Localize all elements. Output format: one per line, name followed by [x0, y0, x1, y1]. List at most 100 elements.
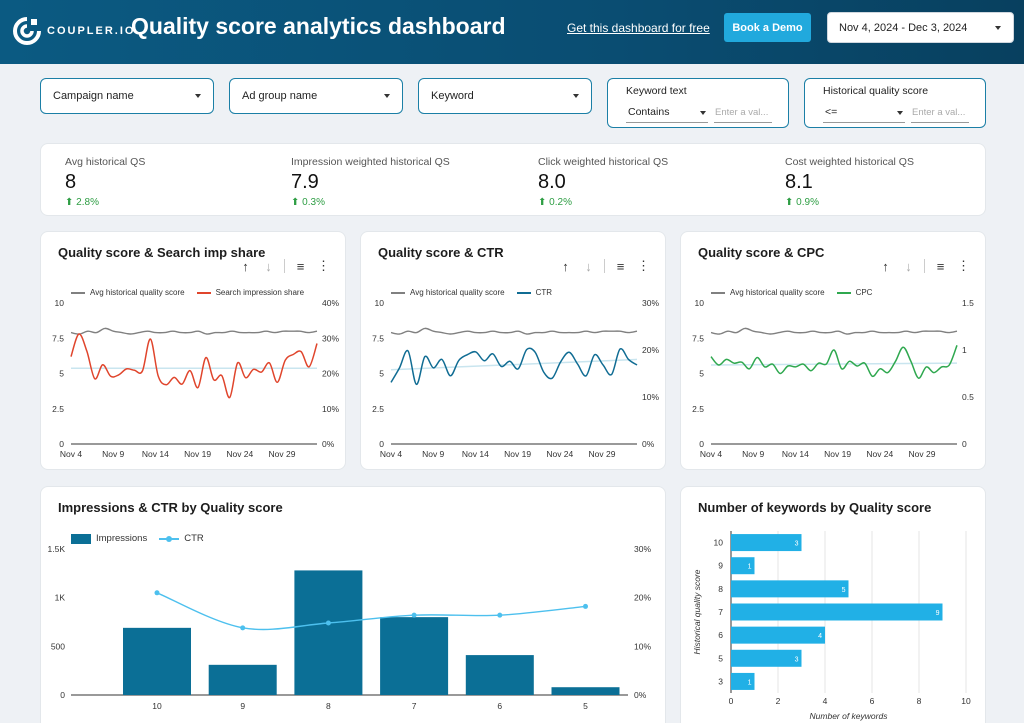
book-demo-button[interactable]: Book a Demo — [724, 13, 811, 42]
chart-title: Quality score & CPC — [698, 245, 825, 260]
arrow-down-icon[interactable]: ↓ — [585, 258, 592, 274]
ctr-point — [583, 603, 588, 609]
kpi-value: 8.0 — [538, 171, 566, 193]
kpi-scorecard: Avg historical QS 8 ⬆ 2.8% Impression we… — [40, 143, 986, 216]
keyword-text-filter: Keyword text Contains Enter a val... — [607, 78, 789, 128]
keywords-bar — [731, 649, 802, 667]
y-tick-label: 9 — [718, 561, 723, 571]
more-vert-icon[interactable]: ⋮ — [317, 258, 330, 273]
y-left-tick-label: 10 — [375, 298, 385, 308]
kpi-value: 7.9 — [291, 171, 319, 193]
chevron-down-icon — [384, 94, 390, 98]
historical-qs-operator-select[interactable]: <= — [823, 105, 905, 123]
trend-up-icon: ⬆ — [65, 197, 77, 208]
keywords-bar — [731, 580, 849, 598]
keyword-filter[interactable]: Keyword — [418, 78, 592, 114]
filter-icon[interactable]: ≡ — [616, 258, 625, 274]
arrow-up-icon[interactable]: ↑ — [882, 258, 889, 274]
y-left-tick-label: 0 — [699, 439, 704, 449]
coupler-logo-icon — [13, 17, 41, 45]
kpi-label: Impression weighted historical QS — [291, 156, 450, 168]
impressions-bar — [208, 664, 277, 695]
more-vert-icon[interactable]: ⋮ — [637, 258, 650, 273]
legend-item: CPC — [836, 288, 872, 297]
hbar-chart-svg: 0 2 4 6 8 10 3 10 1 9 5 8 9 7 4 6 3 5 1 3 Number of keywords… — [692, 531, 971, 721]
x-tick-label: Nov 14 — [142, 449, 169, 459]
historical-qs-value-input[interactable]: Enter a val... — [911, 105, 969, 123]
trend-up-icon: ⬆ — [785, 197, 797, 208]
chart-toolbar: ↑ ↓ ≡ ⋮ — [874, 258, 975, 274]
keyword-text-value-input[interactable]: Enter a val... — [714, 105, 772, 123]
arrow-up-icon[interactable]: ↑ — [562, 258, 569, 274]
arrow-down-icon[interactable]: ↓ — [265, 258, 272, 274]
legend-item: CTR — [159, 533, 204, 544]
x-tick-label: Nov 29 — [909, 449, 936, 459]
line-chart-svg: 0 2.5 5 7.5 10 0 0.5 1 1.5 Nov 4 Nov 9 Nov 14 Nov 19… — [692, 298, 974, 459]
x-tick-label: Nov 14 — [782, 449, 809, 459]
impressions-bar — [551, 687, 620, 695]
ctr-point — [411, 612, 417, 618]
more-vert-icon[interactable]: ⋮ — [957, 258, 970, 273]
keyword-text-filter-title: Keyword text — [626, 85, 687, 97]
series-line-metric — [70, 333, 318, 399]
campaign-filter[interactable]: Campaign name — [40, 78, 214, 114]
y-tick-label: 5 — [718, 653, 723, 663]
toolbar-divider — [604, 259, 605, 273]
x-tick-label: Nov 9 — [422, 449, 444, 459]
kpi-label: Avg historical QS — [65, 156, 146, 168]
x-tick-label: 8 — [917, 696, 922, 706]
y-tick-label: 3 — [718, 676, 723, 686]
get-dashboard-link[interactable]: Get this dashboard for free — [567, 21, 710, 35]
brand-logo[interactable]: COUPLER.IO — [12, 16, 135, 46]
ctr-point — [154, 590, 160, 596]
arrow-up-icon[interactable]: ↑ — [242, 258, 249, 274]
y-left-tick-label: 5 — [699, 369, 704, 379]
x-tick-label: Nov 24 — [226, 449, 253, 459]
x-tick-label: Nov 9 — [102, 449, 124, 459]
ad-group-filter[interactable]: Ad group name — [229, 78, 403, 114]
chart-card-cpc: Quality score & CPC ↑ ↓ ≡ ⋮ Avg historic… — [680, 231, 986, 470]
arrow-down-icon[interactable]: ↓ — [905, 258, 912, 274]
y-left-tick-label: 1.5K — [48, 544, 66, 554]
y-right-tick-label: 10% — [642, 392, 659, 402]
legend-item: CTR — [516, 288, 552, 297]
keyword-text-operator-select[interactable]: Contains — [626, 105, 708, 123]
keyword-text-operator-value: Contains — [628, 106, 670, 118]
chevron-down-icon — [897, 111, 903, 115]
filter-icon[interactable]: ≡ — [936, 258, 945, 274]
x-tick-label: 10 — [961, 696, 971, 706]
kpi-value: 8 — [65, 171, 77, 193]
kpi-click-weighted-qs: Click weighted historical QS 8.0 ⬆ 0.2% — [538, 156, 668, 208]
filter-icon[interactable]: ≡ — [296, 258, 305, 274]
chart-legend: Avg historical quality score Search impr… — [71, 288, 316, 297]
page-title: Quality score analytics dashboard — [131, 13, 506, 39]
chevron-down-icon — [195, 94, 201, 98]
chart-title: Number of keywords by Quality score — [698, 500, 932, 515]
chevron-down-icon — [700, 111, 706, 115]
y-left-tick-label: 7.5 — [692, 333, 704, 343]
y-tick-label: 7 — [718, 607, 723, 617]
x-tick-label: 0 — [729, 696, 734, 706]
y-left-tick-label: 1K — [55, 593, 66, 603]
keywords-bar — [731, 603, 943, 621]
trend-line — [710, 362, 958, 366]
bar-value-label: 4 — [818, 633, 822, 640]
legend-item: Impressions — [71, 533, 147, 544]
historical-qs-filter: Historical quality score <= Enter a val.… — [804, 78, 986, 128]
y-right-tick-label: 30% — [322, 333, 339, 343]
y-right-tick-label: 0.5 — [962, 392, 974, 402]
legend-item: Avg historical quality score — [391, 288, 505, 297]
line-chart-svg: 0 2.5 5 7.5 10 0% 10% 20% 30% Nov 4 Nov 9 Nov 14 Nov… — [372, 298, 659, 459]
ctr-point — [240, 625, 246, 631]
legend-item: Avg historical quality score — [71, 288, 185, 297]
chart-title: Quality score & CTR — [378, 245, 504, 260]
bar-value-label: 9 — [936, 610, 940, 617]
x-tick-label: 7 — [412, 701, 417, 711]
y-right-tick-label: 1.5 — [962, 298, 974, 308]
date-range-select[interactable]: Nov 4, 2024 - Dec 3, 2024 — [827, 12, 1014, 43]
bar-value-label: 1 — [748, 679, 752, 686]
x-tick-label: 6 — [870, 696, 875, 706]
y-right-tick-label: 20% — [642, 345, 659, 355]
chart-legend: Avg historical quality score CTR — [391, 288, 564, 297]
kpi-label: Click weighted historical QS — [538, 156, 669, 168]
